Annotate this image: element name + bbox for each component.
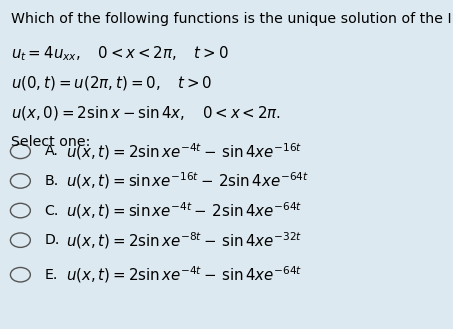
Text: Which of the following functions is the unique solution of the IBVP: Which of the following functions is the … [11, 12, 453, 26]
Text: D.: D. [44, 233, 60, 247]
Text: $u_t = 4u_{xx}, \quad 0 < x < 2\pi, \quad t > 0$: $u_t = 4u_{xx}, \quad 0 < x < 2\pi, \qua… [11, 44, 229, 63]
Text: C.: C. [44, 204, 59, 217]
Text: $u(x, 0) = 2 \sin x - \sin 4x, \quad 0 < x < 2\pi.$: $u(x, 0) = 2 \sin x - \sin 4x, \quad 0 <… [11, 104, 281, 122]
Text: $u(x,t) = \sin x e^{-16t} -\, 2 \sin 4x e^{-64t}$: $u(x,t) = \sin x e^{-16t} -\, 2 \sin 4x … [66, 171, 308, 191]
Text: $u(x,t) = 2 \sin x e^{-4t} -\, \sin 4x e^{-64t}$: $u(x,t) = 2 \sin x e^{-4t} -\, \sin 4x e… [66, 265, 302, 285]
Text: $u(0, t) = u(2\pi, t) = 0, \quad t > 0$: $u(0, t) = u(2\pi, t) = 0, \quad t > 0$ [11, 74, 212, 92]
Text: $u(x,t) = 2 \sin x e^{-4t} -\, \sin 4x e^{-16t}$: $u(x,t) = 2 \sin x e^{-4t} -\, \sin 4x e… [66, 141, 302, 162]
Text: B.: B. [44, 174, 58, 188]
Text: Select one:: Select one: [11, 135, 91, 149]
Text: $u(x,t) = \sin x e^{-4t} -\, 2 \sin 4x e^{-64t}$: $u(x,t) = \sin x e^{-4t} -\, 2 \sin 4x e… [66, 200, 302, 221]
Text: E.: E. [44, 268, 58, 282]
Text: A.: A. [44, 144, 58, 158]
Text: $u(x,t) = 2 \sin x e^{-8t} -\, \sin 4x e^{-32t}$: $u(x,t) = 2 \sin x e^{-8t} -\, \sin 4x e… [66, 230, 302, 250]
